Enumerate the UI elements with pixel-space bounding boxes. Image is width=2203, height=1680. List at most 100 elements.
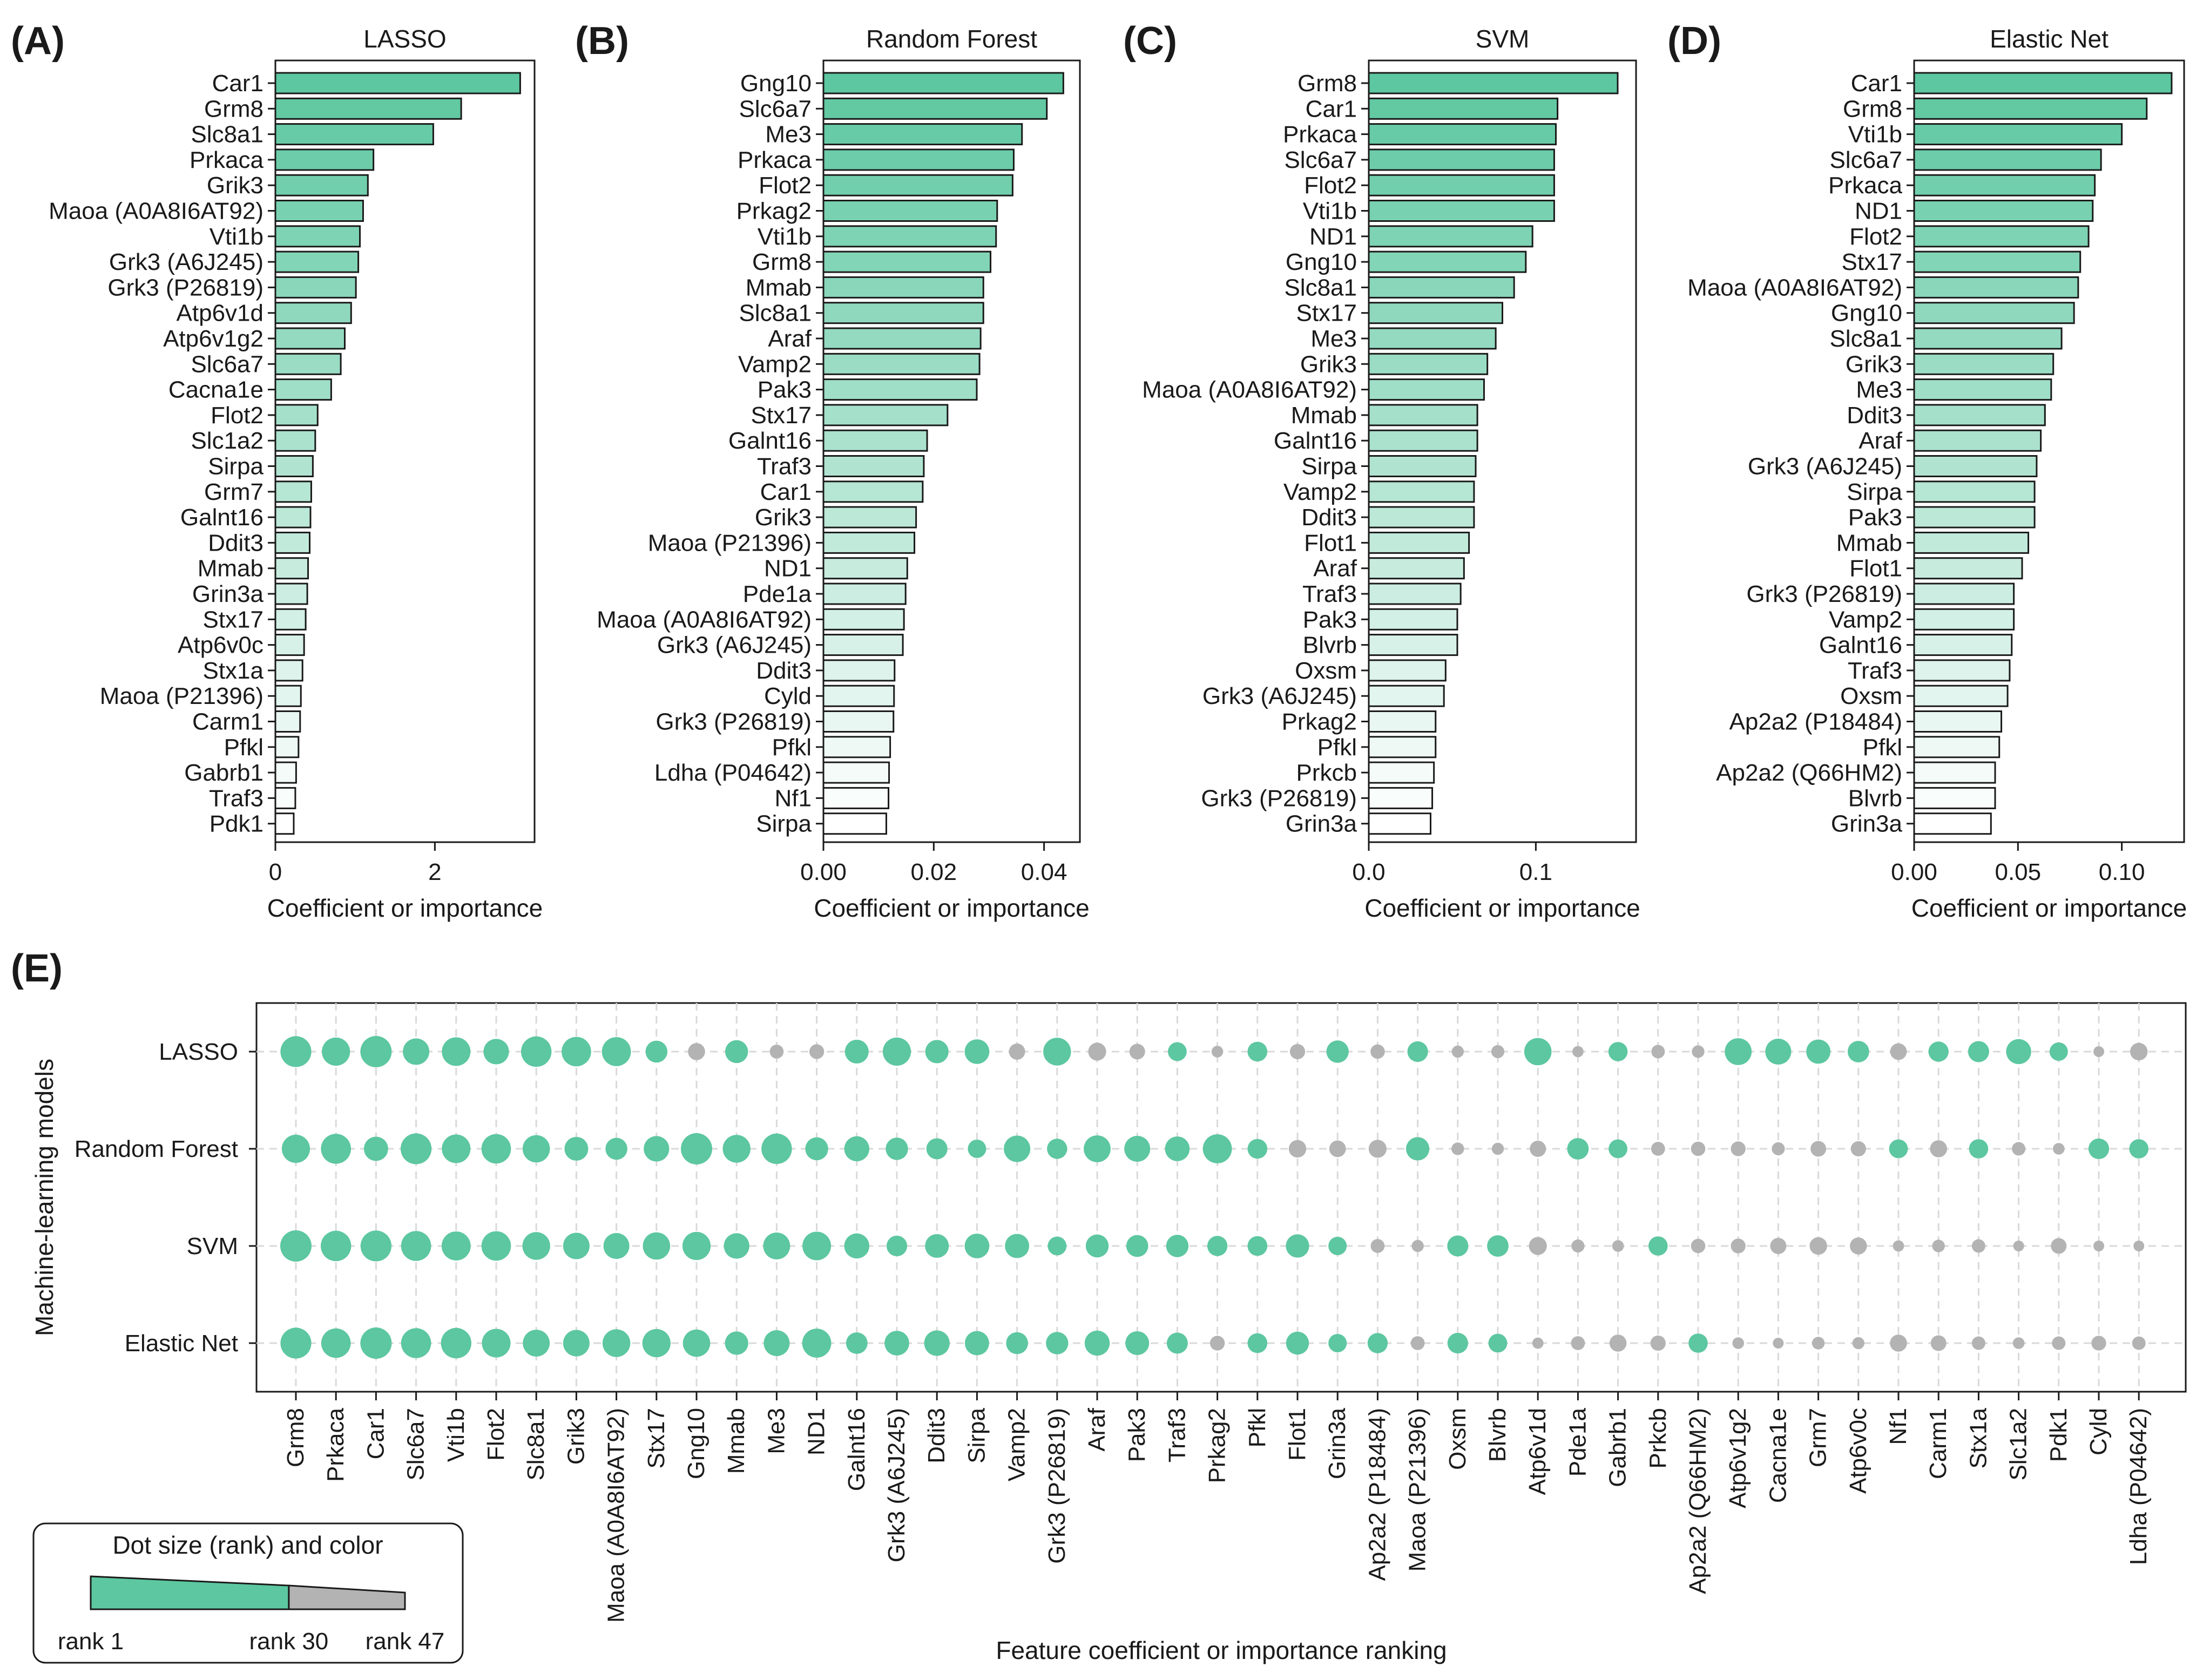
dot [1447,1332,1468,1354]
bar [822,608,905,631]
bar [1913,404,2046,426]
x-tick-label: Ddit3 [923,1408,950,1464]
bar [1913,608,2015,631]
dot [924,1330,950,1356]
bar [1913,812,1992,835]
x-tick-label: Stx1a [1965,1407,1991,1468]
dot [1890,1043,1907,1060]
bar [1368,685,1445,707]
bar [1913,353,2055,375]
bar [1368,148,1555,171]
dot [1893,1240,1904,1252]
bar [1368,506,1475,529]
bar [274,608,307,631]
dot [964,1234,990,1258]
bar [1368,608,1458,631]
y-tick-label: Slc6a7 [191,351,263,377]
bar [822,250,992,273]
y-tick-label: Grik3 [755,504,812,531]
x-tick-label: Car1 [362,1408,389,1459]
x-tick-label: Grm7 [1805,1408,1832,1467]
dot [1286,1234,1309,1258]
dot [1289,1044,1306,1060]
y-tick-label: ND1 [1309,223,1357,250]
dot [1852,1337,1864,1350]
y-tick-label: Vamp2 [1829,606,1902,633]
bar [822,327,982,350]
y-tick-label: Pfkl [1317,734,1357,761]
bar [822,353,981,375]
y-tick-label: Pdk1 [210,811,263,837]
y-tick-label: Traf3 [1302,581,1357,607]
y-tick-label: Vti1b [758,223,812,250]
bar [1913,659,2011,682]
x-tick-label: Grk3 (P26819) [1044,1408,1070,1564]
y-tick-label: Pfkl [772,734,812,761]
dot [643,1232,671,1260]
dot [1166,1332,1188,1354]
y-tick-label: Prkaca [1828,172,1902,199]
x-tick-label: Prkcb [1645,1408,1671,1468]
dot [681,1133,712,1164]
y-tick-label: Grm8 [204,96,263,122]
bar [1913,378,2052,401]
y-tick-label: Prkag2 [736,198,812,225]
x-tick-label: Ldha (P04642) [2125,1408,2152,1565]
bar [274,634,305,656]
dot [364,1136,388,1161]
dot [2093,1046,2104,1057]
x-tick-label: Blvrb [1484,1408,1511,1462]
panel-1: (B) Random Forest Gng10Slc6a7Me3PrkacaFlot… [575,19,1090,922]
bar [1913,174,2096,197]
legend-wedge-low [288,1584,406,1610]
bar [1913,761,1996,784]
bar [274,710,301,733]
y-tick-label: Car1 [1851,70,1902,97]
dot [564,1137,589,1161]
panel-dotplot: (E) LASSO Random Forest SVM Elastic Net Machi… [11,947,2187,1664]
dot [1567,1138,1589,1160]
x-tick-label: Ap2a2 (Q66HM2) [1685,1408,1711,1594]
y-tick-label: Prkaca [738,147,812,173]
panel-label: (C) [1123,19,1177,63]
legend-title: Dot size (rank) and color [112,1531,383,1559]
dot [884,1331,909,1356]
panel-2: (C) SVMGrm8Car1PrkacaSlc6a7Flot2Vti1bND1G… [1123,19,1640,922]
y-tick-label: Ap2a2 (Q66HM2) [1716,760,1902,786]
dot [2093,1241,2104,1251]
dot [1085,1234,1109,1258]
x-tick-label: Prkaca [322,1407,349,1481]
dot [846,1332,868,1354]
dot [809,1044,825,1059]
y-tick-label: Vti1b [1848,121,1902,148]
dot [1004,1135,1031,1162]
dot [1211,1046,1224,1058]
y-tick-label: Grm7 [204,479,263,505]
dot [802,1329,832,1358]
bar [274,582,308,605]
x-tick-label: Araf [1084,1407,1110,1451]
x-tick-label: Mmab [723,1408,749,1474]
bar [822,812,887,835]
dot [481,1134,511,1164]
bar [822,659,896,682]
y-tick-label: Grm8 [752,249,812,275]
x-tick-label: Pak3 [1124,1408,1150,1462]
dot [1207,1236,1228,1256]
y-tick-label: Carm1 [192,709,263,735]
x-tick-label: Cyld [2085,1408,2112,1455]
y-tick-label: Ldha (P04642) [654,760,812,786]
y-tick-label: Maoa (A0A8I6AT92) [1687,274,1902,301]
y-tick-label: Prkcb [1296,760,1357,786]
x-tick-label: Flot1 [1284,1408,1310,1461]
x-axis-title: Coefficient or importance [1911,894,2187,922]
legend: Dot size (rank) and color rank 1 rank 30 ra… [32,1522,464,1664]
dot [281,1134,310,1163]
bar [822,276,984,299]
bar [822,480,924,503]
dot [360,1327,392,1359]
y-tick-label: LASSO [159,1039,238,1065]
y-tick-label: Prkag2 [1282,709,1357,735]
y-tick-label: Slc6a7 [1829,147,1902,173]
x-tick-label: Vti1b [443,1408,469,1462]
